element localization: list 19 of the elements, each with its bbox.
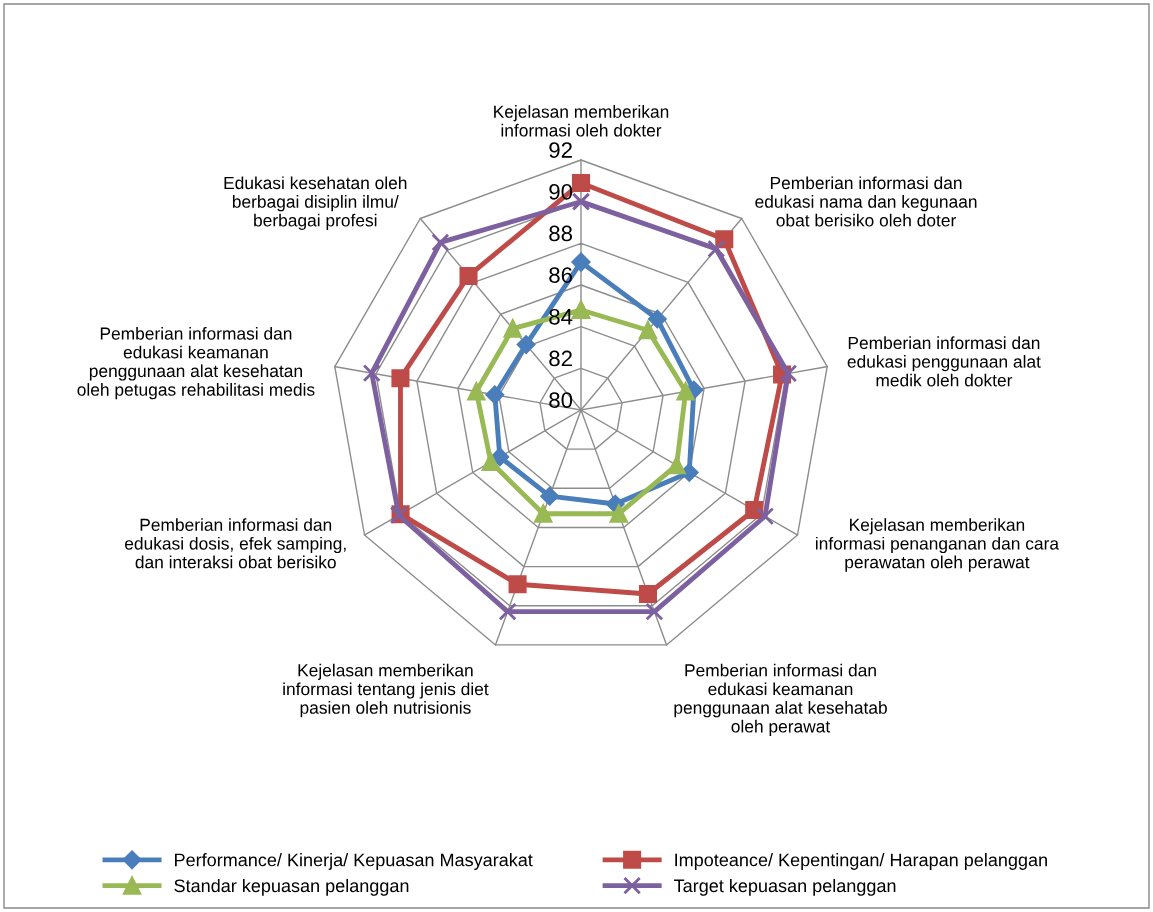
legend-label: Impoteance/ Kepentingan/ Harapan pelanggan — [675, 853, 1047, 870]
y-tick-label: 86 — [549, 267, 573, 283]
spoke-label: Kejelasan memberikan informasi penanganan dan cara perawatan oleh perawat — [815, 518, 1060, 572]
y-tick-label: 88 — [549, 225, 573, 242]
legend-label: Standar kepuasan pelanggan — [174, 878, 409, 896]
y-tick-label: 80 — [549, 392, 573, 408]
spoke-label: Kejelasan memberikan informasi oleh dokter — [494, 105, 669, 137]
spoke-label: Pemberian informasi dan edukasi dosis, efek samping, dan interaksi obat berisiko — [125, 518, 346, 569]
spoke-label: Pemberian informasi dan edukasi nama dan kegunaan obat berisiko oleh doter — [755, 176, 977, 227]
legend-label: Target kepuasan pelanggan — [674, 878, 896, 896]
spoke-label: Pemberian informasi dan edukasi keamanan penggunaan alat kesehatan oleh petugas rehabilitasi medis — [77, 326, 315, 400]
y-tick-label: 82 — [549, 350, 572, 367]
y-tick-label: 92 — [549, 142, 572, 158]
y-tick-label: 84 — [549, 308, 573, 325]
spoke-label: Edukasi kesehatan oleh berbagai disiplin ilmu/ berbagai profesi — [224, 176, 407, 230]
spoke-label: Pemberian informasi dan edukasi keamanan penggunaan alat kesehatab oleh perawat — [674, 663, 887, 736]
spoke-label: Pemberian informasi dan edukasi penggunaan alat medik oleh dokter — [847, 336, 1041, 387]
legend-label: Performance/ Kinerja/ Kepuasan Masyarakat — [175, 853, 533, 870]
spoke-label: Kejelasan memberikan informasi tentang jenis diet pasien oleh nutrisionis — [283, 663, 489, 718]
